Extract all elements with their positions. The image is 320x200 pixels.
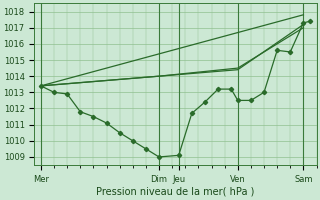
X-axis label: Pression niveau de la mer( hPa ): Pression niveau de la mer( hPa ): [96, 187, 255, 197]
